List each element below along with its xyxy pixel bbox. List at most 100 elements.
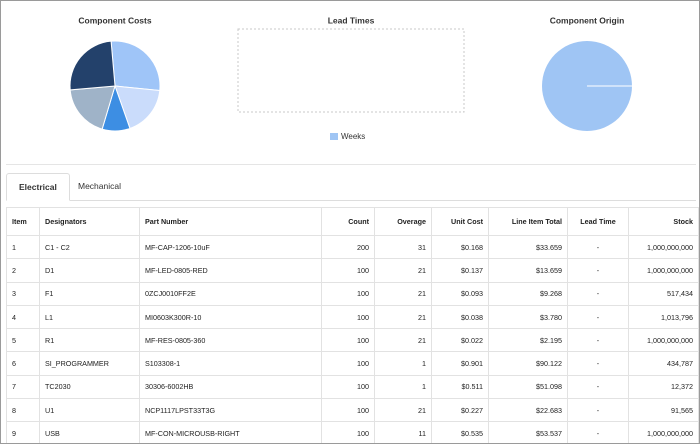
table-cell: 2 [6, 258, 40, 283]
table-cell: F1 [39, 281, 140, 306]
table-cell: 30306-6002HB [139, 374, 322, 400]
table-cell: NCP1117LPST33T3G [139, 398, 322, 423]
table-cell: 91,565 [628, 398, 699, 423]
table-cell: 11 [374, 421, 432, 443]
table-cell: - [567, 258, 629, 283]
table-cell: $0.168 [431, 234, 489, 260]
column-header: Overage [374, 207, 432, 236]
table-cell: $0.511 [431, 374, 489, 400]
table-cell: turnkey [698, 421, 699, 443]
column-header: Count [321, 207, 375, 236]
table-cell: 1,000,000,000 [628, 234, 699, 260]
table-cell: 517,434 [628, 281, 699, 306]
table-cell: 31 [374, 234, 432, 260]
table-cell: - [567, 374, 629, 400]
column-header: Designators [39, 207, 140, 236]
table-cell: $0.038 [431, 304, 489, 330]
table-cell: $13.659 [488, 258, 568, 283]
table-cell: MF-RES-0805-360 [139, 328, 322, 353]
table-cell: 100 [321, 328, 375, 353]
column-header: Line Item Total [488, 207, 568, 236]
table-cell: 1,000,000,000 [628, 421, 699, 443]
table-row: 3 F1 0ZCJ0010FF2E 100 21 $0.093 $9.268-517,434… [6, 281, 699, 306]
table-cell: 1 [374, 374, 432, 400]
table-cell: C1 - C2 [39, 234, 140, 260]
table-cell: 1,000,000,000 [628, 328, 699, 353]
table-cell: 21 [374, 304, 432, 330]
table-cell: 100 [321, 398, 375, 423]
column-header: Part Number [139, 207, 322, 236]
table-cell: $2.195 [488, 328, 568, 353]
pie-slice [110, 40, 161, 92]
table-cell: USB [39, 421, 140, 443]
table-cell: 12,372 [628, 374, 699, 400]
table-row: 5 R1 MF-RES-0805-360 100 21 $0.022 $2.195-1,00… [6, 328, 699, 353]
table-cell: 100 [321, 351, 375, 376]
plot-area [237, 28, 465, 113]
table-cell: $0.093 [431, 281, 489, 306]
charts: Component Costs Lead Times Component Ori… [69, 15, 632, 141]
table-cell: S103308-1 [139, 351, 322, 376]
table-cell: $22.683 [488, 398, 568, 423]
table-cell: 1 [374, 351, 432, 376]
chart-title: Component Costs [78, 15, 151, 25]
pie-slice [69, 40, 116, 91]
table-cell: 3 [6, 281, 40, 306]
tab[interactable]: Mechanical [78, 181, 121, 191]
table-cell: $3.780 [488, 304, 568, 330]
table-cell: SI_PROGRAMMER [39, 351, 140, 376]
table-row: 8 U1 NCP1117LPST33T3G 100 21 $0.227 $22.683-91… [6, 398, 699, 423]
table-cell: MF-CON-MICROUSB-RIGHT [139, 421, 322, 443]
table-cell: 4 [6, 304, 40, 330]
table-cell: $0.901 [431, 351, 489, 376]
table-cell: 1 [6, 234, 40, 260]
column-header: Unit Cost [431, 207, 489, 236]
pie-slice [114, 85, 161, 130]
bom-table: Item Designators Part Number Count Overage Un… [6, 207, 699, 443]
column-header: Lead Time [567, 207, 629, 236]
table-cell: - [567, 234, 629, 260]
chart-title: Component Origin [550, 15, 625, 25]
table-cell: 1,000,000,000 [628, 258, 699, 283]
table-cell: 100 [321, 281, 375, 306]
table-cell: $33.659 [488, 234, 568, 260]
table-cell: $51.098 [488, 374, 568, 400]
table-cell: - [567, 421, 629, 443]
tab[interactable]: Electrical [6, 173, 70, 201]
table-cell: MF-LED-0805-RED [139, 258, 322, 283]
table-cell: TC2030 [39, 374, 140, 400]
table-cell: 9 [6, 421, 40, 443]
pie-slice [69, 85, 116, 130]
table-cell: $90.122 [488, 351, 568, 376]
table-cell: R1 [39, 328, 140, 353]
table-cell: 0ZCJ0010FF2E [139, 281, 322, 306]
table-cell: $0.137 [431, 258, 489, 283]
table-cell: 100 [321, 374, 375, 400]
table-cell: D1 [39, 258, 140, 283]
table-cell: $9.268 [488, 281, 568, 306]
table-cell: - [567, 351, 629, 376]
table-cell: 8 [6, 398, 40, 423]
table-row: 2 D1 MF-LED-0805-RED 100 21 $0.137 $13.659-1,0… [6, 258, 699, 283]
table-row: 7 TC2030 30306-6002HB 100 1 $0.511 $51.098-12,… [6, 374, 699, 400]
tabs: Electrical Mechanical [6, 173, 696, 201]
table-cell: $0.227 [431, 398, 489, 423]
table-cell: 21 [374, 281, 432, 306]
table-cell: MF-CAP-1206-10uF [139, 234, 322, 260]
table-cell: 200 [321, 234, 375, 260]
table-row: 6 SI_PROGRAMMER S103308-1 100 1 $0.901 $90.122… [6, 351, 699, 376]
table-cell: L1 [39, 304, 140, 330]
table-cell: MI0603K300R-10 [139, 304, 322, 330]
table-cell: - [567, 281, 629, 306]
chart-title: Lead Times [328, 15, 375, 25]
table-cell: $53.537 [488, 421, 568, 443]
table-cell: $0.022 [431, 328, 489, 353]
table-cell: 100 [321, 258, 375, 283]
table-row: 1 C1 - C2 MF-CAP-1206-10uF 200 31 $0.168 $33.6… [6, 234, 699, 260]
legend-label: Weeks [341, 132, 365, 141]
table-cell: - [567, 304, 629, 330]
table-row: 4 L1 MI0603K300R-10 100 21 $0.038 $3.780-1,013… [6, 304, 699, 330]
table-cell: 434,787 [628, 351, 699, 376]
table-cell: 6 [6, 351, 40, 376]
